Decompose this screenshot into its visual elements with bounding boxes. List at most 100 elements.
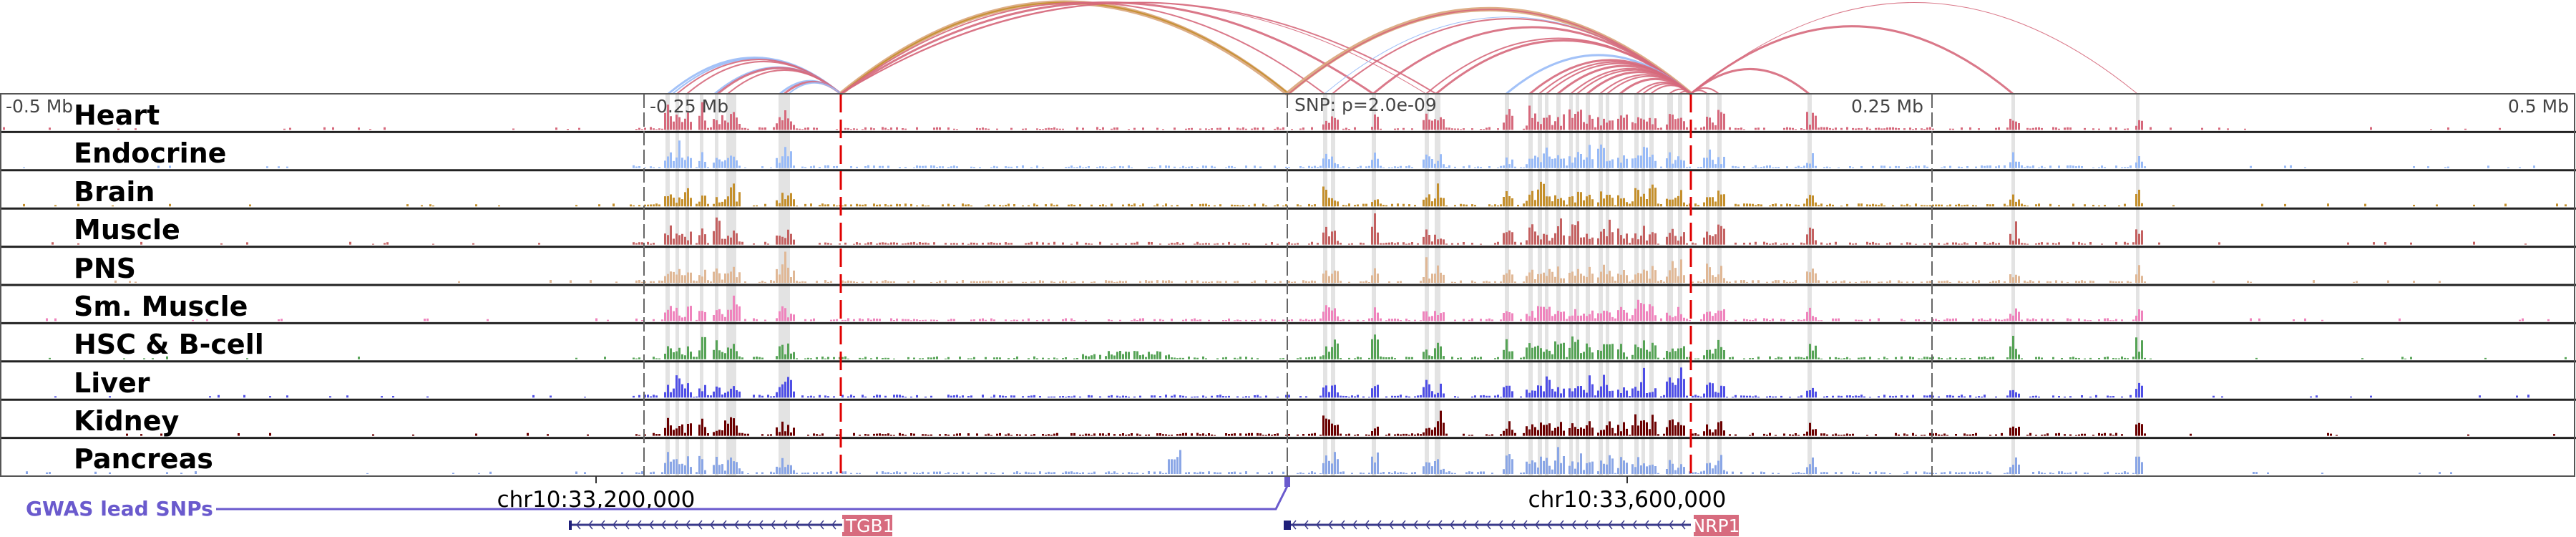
signal-bars (126, 410, 2555, 436)
chevron-left-icon (819, 520, 824, 530)
signal-track-kidney (126, 410, 2555, 436)
loop-arc (1690, 25, 2014, 95)
chevron-left-icon (1401, 520, 1406, 530)
strand-chevrons (1292, 520, 1686, 530)
track-labels: Heart Endocrine Brain Muscle PNS Sm. Mus… (74, 100, 264, 475)
chevron-left-icon (1681, 520, 1686, 530)
loop-arc (1435, 39, 1692, 95)
chevron-left-icon (1571, 520, 1576, 530)
chevron-left-icon (1413, 520, 1418, 530)
gwas-snp-marker[interactable] (1284, 477, 1290, 487)
chevron-left-icon (1474, 520, 1479, 530)
chevron-left-icon (807, 520, 812, 530)
snp-pvalue-label: SNP: p=2.0e-09 (1294, 95, 1437, 115)
chevron-left-icon (1292, 520, 1297, 530)
chevron-left-icon (1425, 520, 1430, 530)
signal-track-hsc-b-cell (49, 334, 2567, 359)
signal-bars (46, 295, 2550, 321)
signal-track-brain (23, 181, 2567, 207)
chevron-left-icon (1304, 520, 1309, 530)
track-label-endocrine: Endocrine (74, 137, 226, 169)
signal-bars (23, 140, 2535, 168)
chevron-left-icon (1365, 520, 1370, 530)
signal-bars (52, 213, 2527, 245)
strand-chevrons (576, 520, 836, 530)
signal-bars (49, 334, 2567, 359)
coordinate-label-right: chr10:33,600,000 (1528, 487, 1727, 513)
gene-label-box (842, 515, 892, 536)
chevron-left-icon (1535, 520, 1540, 530)
signal-track-muscle (52, 213, 2527, 245)
chevron-left-icon (1608, 520, 1613, 530)
chevron-left-icon (1644, 520, 1649, 530)
chevron-left-icon (1328, 520, 1333, 530)
chevron-left-icon (710, 520, 715, 530)
chevron-left-icon (1450, 520, 1455, 530)
track-panel-border (0, 93, 2575, 477)
chevron-left-icon (698, 520, 703, 530)
gene-exon (1284, 521, 1291, 530)
signal-track-pancreas (26, 447, 2452, 474)
signal-bars (23, 181, 2567, 207)
signal-track-pns (114, 251, 2441, 283)
chevron-left-icon (625, 520, 630, 530)
chevron-left-icon (1462, 520, 1467, 530)
track-label-muscle: Muscle (74, 214, 180, 246)
gene-label-box (1694, 515, 1739, 536)
track-label-liver: Liver (74, 367, 150, 399)
chevron-left-icon (1584, 520, 1589, 530)
chevron-left-icon (1340, 520, 1345, 530)
axis-label-left-mid: -0.25 Mb (650, 96, 728, 117)
track-label-brain: Brain (74, 176, 155, 208)
signal-track-heart (3, 102, 2501, 130)
chevron-left-icon (1316, 520, 1321, 530)
axis-label-right: 0.5 Mb (2508, 96, 2569, 117)
signal-track-sm-muscle (46, 295, 2550, 321)
gene-name-itgb1: ITGB1 (840, 516, 894, 536)
chevron-left-icon (1523, 520, 1528, 530)
chevron-left-icon (1377, 520, 1382, 530)
gwas-track-label: GWAS lead SNPs (26, 497, 213, 521)
signal-bars (54, 367, 2529, 398)
track-label-sm-muscle: Sm. Muscle (74, 291, 248, 322)
chevron-left-icon (1511, 520, 1516, 530)
chevron-left-icon (686, 520, 691, 530)
chevron-left-icon (771, 520, 776, 530)
marker-lines (643, 94, 1933, 476)
chevron-left-icon (613, 520, 618, 530)
chevron-left-icon (1389, 520, 1394, 530)
loop-arc (1690, 2, 2138, 95)
gene-exon (569, 521, 572, 530)
chevron-left-icon (783, 520, 788, 530)
loop-arc (840, 1, 1437, 95)
chevron-left-icon (649, 520, 654, 530)
chevron-left-icon (588, 520, 593, 530)
chevron-left-icon (795, 520, 800, 530)
loop-arc (788, 82, 841, 95)
signal-bars (3, 102, 2501, 130)
chevron-left-icon (1669, 520, 1674, 530)
chevron-left-icon (1559, 520, 1564, 530)
gene-itgb1[interactable]: ITGB1 (569, 515, 894, 536)
loop-arc (1690, 68, 1810, 95)
chevron-left-icon (1486, 520, 1491, 530)
chevron-left-icon (1352, 520, 1357, 530)
chevron-left-icon (637, 520, 642, 530)
chevron-left-icon (1620, 520, 1625, 530)
axis-label-left: -0.5 Mb (6, 96, 73, 117)
chevron-left-icon (734, 520, 739, 530)
chevron-left-icon (673, 520, 678, 530)
track-label-pancreas: Pancreas (74, 443, 213, 475)
gene-nrp1[interactable]: NRP1 (1284, 515, 1740, 536)
loop-arc (840, 1, 1374, 95)
chevron-left-icon (722, 520, 727, 530)
chevron-left-icon (831, 520, 836, 530)
track-label-pns: PNS (74, 253, 136, 284)
signal-bars (114, 251, 2441, 283)
chevron-left-icon (1657, 520, 1662, 530)
signal-track-liver (54, 367, 2529, 398)
track-label-hsc-b-cell: HSC & B-cell (74, 329, 264, 360)
chevron-left-icon (576, 520, 581, 530)
chevron-left-icon (600, 520, 605, 530)
